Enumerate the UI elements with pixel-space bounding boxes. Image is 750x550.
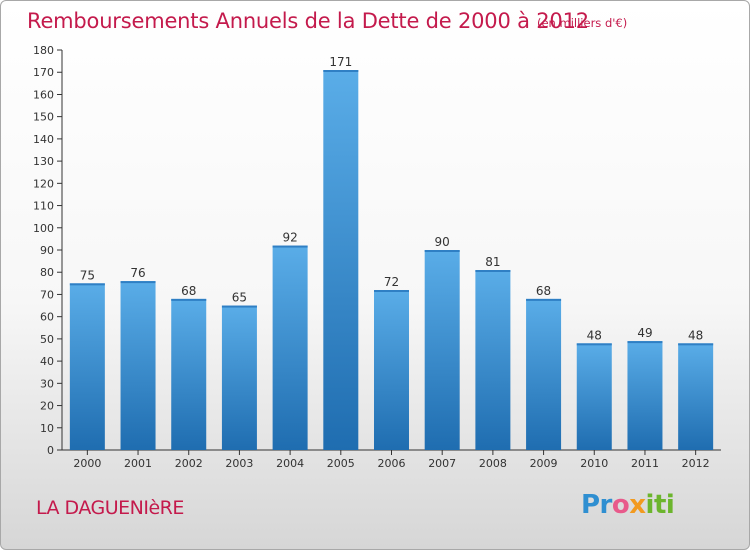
data-label: 49 — [637, 326, 652, 340]
y-tick-label: 30 — [40, 377, 54, 390]
y-tick-label: 0 — [47, 444, 54, 457]
chart-title: Remboursements Annuels de la Dette de 20… — [27, 9, 589, 33]
data-label: 92 — [282, 231, 297, 245]
y-tick-label: 130 — [33, 155, 54, 168]
bar — [374, 290, 409, 450]
data-label: 90 — [435, 235, 450, 249]
x-tick-label: 2006 — [378, 457, 406, 470]
y-tick-label: 140 — [33, 133, 54, 146]
bar — [221, 305, 257, 450]
y-tick-label: 180 — [33, 44, 54, 57]
y-tick-label: 160 — [33, 88, 54, 101]
data-label: 68 — [181, 284, 196, 298]
bar-top-edge — [374, 290, 409, 292]
bar-top-edge — [627, 341, 663, 344]
bar-top-edge — [678, 343, 714, 346]
bar-top-edge — [171, 298, 207, 301]
data-label: 81 — [485, 255, 500, 269]
x-tick-label: 2003 — [225, 457, 253, 470]
bar — [526, 298, 562, 450]
bar — [171, 298, 207, 450]
y-tick-label: 120 — [33, 177, 54, 190]
x-tick-label: 2010 — [580, 457, 608, 470]
x-tick-label: 2005 — [327, 457, 355, 470]
y-tick-label: 90 — [40, 244, 54, 257]
bar-top-edge — [120, 281, 156, 284]
data-label: 75 — [80, 268, 95, 282]
logo-part: iti — [645, 490, 675, 520]
bar — [120, 281, 156, 450]
data-label: 48 — [587, 328, 602, 342]
logo-part: o — [611, 490, 630, 520]
x-tick-label: 2009 — [530, 457, 558, 470]
data-label: 72 — [384, 275, 399, 289]
data-label: 171 — [329, 55, 352, 69]
x-tick-label: 2000 — [73, 457, 101, 470]
y-tick-label: 170 — [33, 66, 54, 79]
x-tick-label: 2011 — [631, 457, 659, 470]
data-label: 68 — [536, 284, 551, 298]
data-label: 65 — [232, 291, 247, 305]
y-tick-label: 50 — [40, 333, 54, 346]
y-tick-label: 100 — [33, 222, 54, 235]
data-label: 76 — [130, 266, 145, 280]
bar — [323, 70, 359, 450]
x-tick-label: 2002 — [175, 457, 203, 470]
bar — [475, 270, 511, 450]
y-tick-label: 40 — [40, 355, 54, 368]
bar-top-edge — [526, 298, 562, 301]
y-tick-label: 80 — [40, 266, 54, 279]
bar-top-edge — [272, 245, 308, 248]
bar — [576, 343, 612, 450]
x-tick-label: 2004 — [276, 457, 304, 470]
logo-part: Pr — [581, 490, 612, 520]
bar-top-edge — [475, 270, 511, 272]
bar — [678, 343, 714, 450]
y-tick-label: 60 — [40, 311, 54, 324]
bar — [424, 250, 460, 450]
bar-top-edge — [323, 70, 359, 72]
chart-subtitle: (en milliers d'€) — [537, 16, 628, 30]
logo-part: x — [629, 490, 646, 520]
bar — [69, 283, 105, 450]
proxiti-logo: Proxiti — [581, 490, 675, 520]
y-tick-label: 20 — [40, 400, 54, 413]
y-tick-label: 110 — [33, 200, 54, 213]
x-tick-label: 2012 — [682, 457, 710, 470]
bar — [627, 341, 663, 450]
bar-top-edge — [424, 250, 460, 252]
data-label: 48 — [688, 328, 703, 342]
place-name: LA DAGUENIèRE — [36, 497, 184, 519]
y-tick-label: 10 — [40, 422, 54, 435]
bar-top-edge — [69, 283, 105, 286]
x-tick-label: 2008 — [479, 457, 507, 470]
y-tick-label: 150 — [33, 111, 54, 124]
bar — [272, 245, 308, 450]
bar-top-edge — [576, 343, 612, 346]
bar-top-edge — [221, 305, 257, 308]
x-tick-label: 2001 — [124, 457, 152, 470]
y-tick-label: 70 — [40, 288, 54, 301]
x-tick-label: 2007 — [428, 457, 456, 470]
